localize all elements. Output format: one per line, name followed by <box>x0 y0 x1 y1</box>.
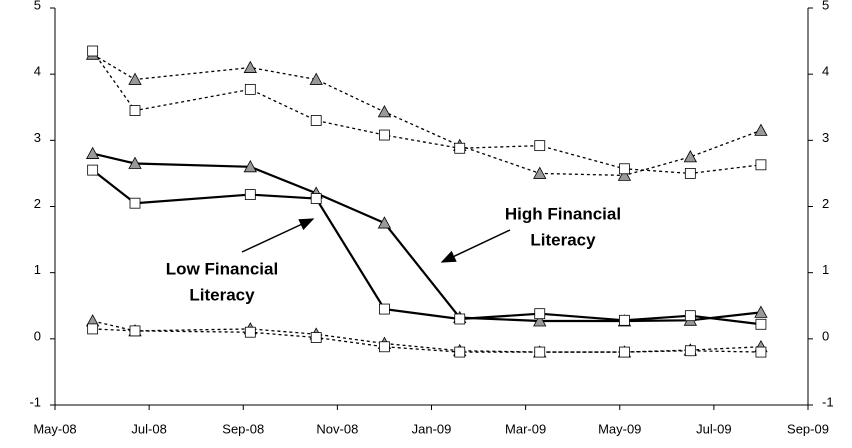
marker <box>379 341 390 353</box>
annotation: High Financial <box>505 204 621 223</box>
y-tick-label: 3 <box>34 130 41 145</box>
marker <box>128 72 142 85</box>
y2-tick-label: 1 <box>822 262 829 277</box>
marker <box>619 346 630 358</box>
x-tick-label: May-08 <box>33 421 76 436</box>
x-tick-label: Sep-09 <box>787 421 829 436</box>
marker <box>534 346 546 358</box>
marker <box>310 193 322 204</box>
marker <box>379 129 390 141</box>
marker <box>684 345 696 357</box>
series-line <box>92 320 761 353</box>
marker <box>128 156 142 169</box>
y-tick-label: 4 <box>34 64 41 79</box>
series-line <box>92 328 761 353</box>
marker <box>619 163 630 175</box>
marker <box>129 197 141 209</box>
marker <box>244 83 256 95</box>
y-tick-label: -1 <box>29 394 41 409</box>
arrow <box>241 218 315 253</box>
y2-tick-label: 3 <box>822 130 829 145</box>
marker <box>454 313 466 325</box>
marker <box>617 168 632 181</box>
marker <box>243 159 257 173</box>
marker <box>754 305 768 318</box>
y2-tick-label: 0 <box>822 328 829 343</box>
marker <box>755 346 767 358</box>
marker <box>754 123 768 136</box>
x-tick-label: Mar-09 <box>505 421 546 436</box>
series-line <box>92 53 762 177</box>
marker <box>310 332 322 343</box>
marker <box>87 323 99 335</box>
marker <box>244 189 256 200</box>
marker <box>379 303 390 315</box>
marker <box>684 310 696 322</box>
marker <box>534 140 546 152</box>
y2-tick-label: -1 <box>822 394 834 409</box>
marker <box>533 314 547 327</box>
marker <box>129 105 141 116</box>
marker <box>244 326 256 338</box>
annotation: Literacy <box>189 285 255 304</box>
y2-tick-label: 4 <box>822 64 829 79</box>
x-tick-label: May-09 <box>598 421 641 436</box>
x-tick-label: Jul-09 <box>696 421 731 436</box>
annotation: Literacy <box>530 230 596 249</box>
y-tick-label: 2 <box>34 196 41 211</box>
series-line <box>91 169 762 326</box>
x-tick-label: Nov-08 <box>316 421 358 436</box>
marker <box>684 168 696 179</box>
marker <box>377 105 392 118</box>
marker <box>87 45 99 57</box>
marker <box>87 164 99 176</box>
x-tick-label: Sep-08 <box>222 421 264 436</box>
marker <box>534 308 546 320</box>
series-line <box>92 152 762 323</box>
y2-tick-label: 5 <box>822 0 829 12</box>
marker <box>755 318 767 330</box>
y-tick-label: 1 <box>34 262 41 277</box>
marker <box>454 142 466 154</box>
marker <box>243 60 257 73</box>
marker <box>310 115 322 126</box>
marker <box>377 216 392 229</box>
marker <box>619 314 630 326</box>
annotation: Low Financial <box>166 259 278 278</box>
marker <box>85 146 100 159</box>
y-tick-label: 5 <box>34 0 41 12</box>
series-line <box>92 50 762 175</box>
marker <box>683 150 698 163</box>
x-tick-label: Jul-08 <box>131 421 166 436</box>
y2-tick-label: 2 <box>822 196 829 211</box>
y-tick-label: 0 <box>34 328 41 343</box>
x-tick-label: Jan-09 <box>412 421 452 436</box>
marker <box>129 325 141 337</box>
arrow <box>440 229 511 263</box>
marker <box>454 346 466 358</box>
marker <box>309 72 323 85</box>
marker <box>755 159 767 171</box>
marker <box>533 166 547 179</box>
